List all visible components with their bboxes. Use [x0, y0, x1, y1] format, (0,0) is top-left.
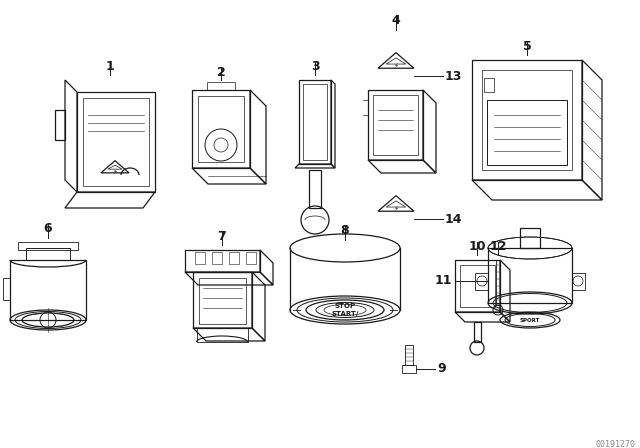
- Text: 1: 1: [106, 60, 115, 73]
- Text: 00191270: 00191270: [595, 440, 635, 448]
- Text: 9: 9: [437, 362, 445, 375]
- Text: 12: 12: [489, 240, 507, 253]
- Text: ⚡: ⚡: [394, 206, 399, 212]
- Text: 14: 14: [445, 212, 463, 225]
- Text: 6: 6: [44, 222, 52, 235]
- Text: 2: 2: [216, 66, 225, 79]
- Text: 13: 13: [445, 69, 462, 82]
- Text: 11: 11: [435, 275, 452, 288]
- Text: 3: 3: [310, 60, 319, 73]
- Text: ⚡: ⚡: [394, 63, 399, 69]
- Text: 5: 5: [523, 40, 531, 53]
- Text: 8: 8: [340, 224, 349, 237]
- Text: 10: 10: [468, 240, 486, 253]
- Text: 7: 7: [218, 230, 227, 243]
- Text: START/: START/: [332, 311, 358, 317]
- Text: 4: 4: [392, 14, 401, 27]
- Text: STOP: STOP: [335, 303, 356, 309]
- Text: ⚡: ⚡: [113, 169, 117, 175]
- Text: SPORT: SPORT: [520, 318, 540, 323]
